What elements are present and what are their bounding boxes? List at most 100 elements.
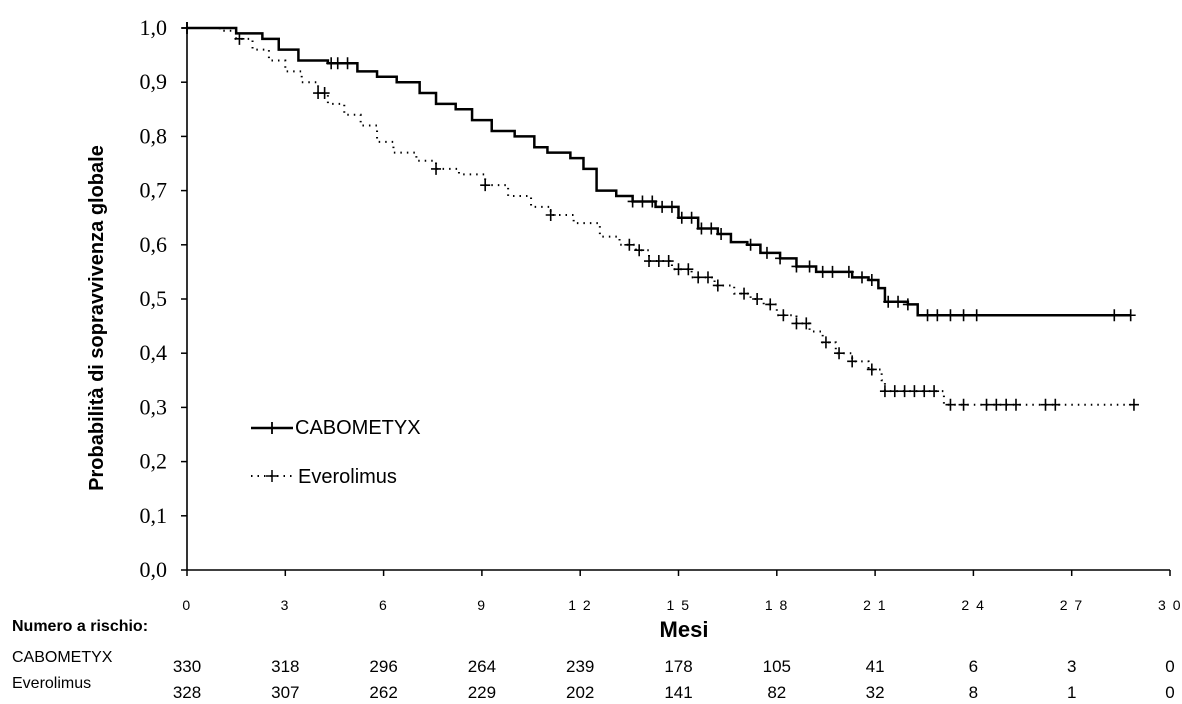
risk-value: 32	[866, 683, 885, 702]
censor-mark	[1050, 398, 1061, 411]
censor-mark	[889, 385, 900, 398]
x-tick-label: 6	[379, 597, 388, 613]
censor-mark	[827, 265, 838, 278]
censor-mark	[676, 211, 687, 224]
censor-mark	[663, 255, 674, 268]
censor-mark	[909, 385, 920, 398]
y-tick-label: 0,2	[140, 449, 168, 474]
x-tick-label: 1 2	[568, 597, 592, 613]
risk-value: 0	[1165, 683, 1174, 702]
legend-entry-everolimus: Everolimus	[251, 466, 397, 488]
censor-mark	[801, 317, 812, 330]
censor-mark	[627, 195, 638, 208]
censor-mark	[647, 195, 658, 208]
legend-label-everolimus: Everolimus	[298, 466, 397, 488]
risk-table: Numero a rischio: CABOMETYX Everolimus 3…	[12, 618, 1175, 702]
x-tick-label: 1 5	[667, 597, 691, 613]
risk-value: 105	[763, 657, 791, 676]
censor-mark	[431, 162, 442, 175]
censor-mark	[319, 87, 330, 100]
risk-value: 330	[173, 657, 201, 676]
legend-censor-mark	[266, 470, 278, 482]
censor-mark	[1001, 398, 1012, 411]
y-tick-label: 0,7	[140, 178, 168, 203]
risk-value: 1	[1067, 683, 1076, 702]
legend-label-cabometyx: CABOMETYX	[295, 417, 421, 439]
x-tick-label: 2 7	[1060, 597, 1084, 613]
censor-mark	[1128, 398, 1139, 411]
censor-mark	[866, 274, 877, 287]
censor-mark	[637, 195, 648, 208]
y-ticks: 0,0 0,1 0,2 0,3 0,4 0,5 0,6 0,7 0,8 0,9 1,0	[140, 15, 187, 582]
risk-value: 141	[664, 683, 692, 702]
censor-mark	[332, 57, 343, 70]
censor-mark	[775, 252, 786, 265]
x-tick-label: 2 4	[961, 597, 985, 613]
censor-mark	[686, 211, 697, 224]
censor-mark	[706, 222, 717, 235]
censor-mark	[752, 293, 763, 305]
censor-mark	[673, 263, 684, 276]
censor-mark	[480, 179, 491, 192]
censor-mark	[1011, 398, 1021, 411]
risk-value: 178	[664, 657, 692, 676]
censor-mark	[624, 238, 635, 251]
risk-value: 6	[969, 657, 978, 676]
censor-mark	[791, 260, 802, 273]
censor-mark	[653, 255, 664, 268]
censor-mark	[843, 265, 854, 278]
censor-mark	[804, 260, 815, 273]
censor-mark	[644, 255, 655, 268]
censor-mark	[739, 287, 750, 300]
km-curve-cabometyx	[187, 26, 1131, 317]
y-tick-label: 0,9	[140, 69, 168, 94]
censor-mark	[883, 295, 894, 308]
legend-censor-mark	[266, 422, 278, 434]
censor-mark	[634, 244, 645, 257]
censor-mark	[958, 309, 969, 322]
x-tick-label: 1 8	[765, 597, 789, 613]
risk-value: 202	[566, 683, 594, 702]
censor-mark	[234, 32, 245, 45]
censor-mark	[182, 22, 192, 34]
censor-mark	[902, 298, 913, 311]
y-tick-label: 0,6	[140, 232, 168, 257]
censor-mark	[702, 271, 713, 284]
censor-mark	[919, 385, 930, 398]
censor-mark	[765, 298, 776, 311]
risk-value: 318	[271, 657, 299, 676]
censor-mark	[1109, 309, 1120, 322]
risk-value: 229	[468, 683, 496, 702]
x-axis-title: Mesi	[660, 617, 709, 642]
censor-mark	[945, 398, 956, 411]
y-axis-title: Probabilità di sopravvivenza globale	[86, 145, 108, 491]
censor-mark	[778, 309, 789, 322]
censor-mark	[929, 385, 940, 398]
censor-mark	[866, 363, 877, 376]
censor-mark	[761, 246, 772, 259]
censor-mark	[945, 309, 956, 322]
censor-mark	[545, 208, 556, 221]
censor-mark	[847, 355, 858, 368]
series-cabometyx	[182, 22, 1136, 322]
censor-mark	[971, 309, 982, 322]
censor-mark	[856, 271, 867, 284]
risk-row-label-cabometyx: CABOMETYX	[12, 649, 113, 666]
censor-mark	[899, 385, 910, 398]
y-tick-label: 0,0	[140, 557, 168, 582]
censor-mark	[991, 398, 1002, 411]
censor-mark	[820, 336, 831, 349]
censor-mark	[834, 347, 845, 360]
risk-value: 41	[866, 657, 885, 676]
y-tick-label: 0,3	[140, 394, 168, 419]
x-tick-label: 3	[281, 597, 290, 613]
series-everolimus	[182, 22, 1139, 411]
y-tick-label: 1,0	[140, 15, 168, 40]
risk-value: 264	[468, 657, 496, 676]
x-tick-label: 9	[477, 597, 486, 613]
x-tick-label: 2 1	[863, 597, 887, 613]
y-tick-label: 0,8	[140, 123, 168, 148]
